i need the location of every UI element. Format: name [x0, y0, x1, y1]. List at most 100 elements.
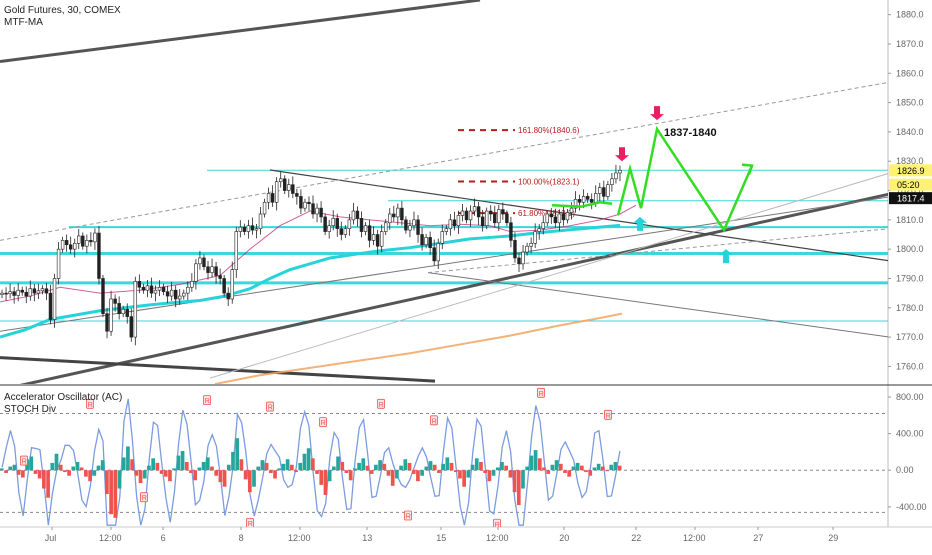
up-arrow-icon — [633, 216, 647, 231]
candle-body — [153, 289, 158, 294]
candle-body — [287, 184, 291, 191]
ac-bar — [126, 446, 130, 471]
ac-bar — [256, 466, 261, 471]
ac-bar — [12, 464, 17, 471]
stoch-div-marker — [319, 417, 327, 428]
ac-bar — [84, 470, 88, 477]
candle-body — [198, 257, 202, 265]
candle-body — [460, 210, 465, 216]
ac-bar — [466, 470, 471, 478]
candle-body — [614, 172, 618, 180]
stoch-div-marker — [86, 398, 94, 409]
ac-bar — [189, 470, 193, 473]
ac-bar — [67, 470, 71, 476]
stoch-div-marker — [430, 415, 438, 426]
ac-bar — [605, 470, 609, 472]
candle-body — [375, 234, 380, 247]
candle-body — [89, 240, 93, 243]
price-label-bg — [889, 164, 932, 177]
ac-bar — [306, 448, 311, 471]
candle-body — [173, 289, 178, 300]
fib-level-label: 161.80%(1840.6) — [518, 126, 580, 135]
ac-bar — [264, 462, 269, 471]
candle-body — [594, 193, 598, 203]
price-tick-label: 1810.0 — [896, 215, 924, 225]
ac-bar — [302, 453, 307, 471]
ac-bar — [311, 458, 315, 471]
ac-bar — [537, 458, 542, 471]
candle-body — [323, 216, 327, 232]
candle-body — [295, 193, 299, 197]
ac-indicator-label[interactable]: Accelerator Oscillator (AC) — [4, 392, 123, 403]
candle-body — [618, 170, 622, 174]
candle-body — [169, 289, 174, 297]
stoch-div-marker-label: R — [406, 514, 411, 521]
candle-body — [468, 210, 473, 221]
price-label: 1817.4 — [897, 194, 925, 204]
indicator-label[interactable]: MTF-MA — [4, 17, 43, 28]
stoch-div-marker — [604, 409, 612, 420]
candle-body — [307, 201, 311, 205]
candle-body — [68, 244, 73, 250]
ac-bar — [596, 463, 601, 471]
candle-body — [234, 231, 238, 270]
candle-body — [291, 184, 295, 194]
price-tick-label: 1850.0 — [896, 98, 924, 108]
candle-body — [577, 199, 582, 203]
candle-body — [218, 275, 222, 279]
stoch-div-marker-label: R — [606, 413, 611, 420]
ac-bar — [63, 470, 67, 473]
ac-bar — [449, 462, 454, 471]
candle-body — [16, 289, 20, 296]
ac-bar — [155, 462, 160, 471]
stoch-indicator-label[interactable]: STOCH Div — [4, 404, 57, 415]
ac-bar — [428, 461, 433, 471]
ac-bar — [432, 464, 437, 471]
ac-bar — [260, 460, 265, 471]
main-pane: 161.80%(1840.6) 100.00%(1823.1) 61.80%(181… — [0, 0, 888, 384]
trendline-top-left — [0, 0, 481, 64]
ac-bar — [361, 458, 366, 471]
ac-bar — [378, 460, 382, 471]
candle-body — [484, 210, 489, 227]
ac-bar — [134, 470, 139, 476]
ac-bar — [336, 456, 340, 471]
price-tick-label: 1800.0 — [896, 244, 924, 254]
ac-bar — [390, 470, 395, 486]
candle-body — [355, 210, 360, 219]
ac-bar — [4, 470, 8, 473]
down-arrow-icon — [615, 147, 629, 162]
candle-body — [278, 178, 283, 183]
candle-body — [327, 225, 331, 232]
osc-tick-label: 800.00 — [896, 392, 924, 402]
ac-bar — [332, 466, 336, 471]
price-label-bg — [889, 192, 932, 205]
symbol-title[interactable]: Gold Futures, 30, COMEX — [4, 5, 121, 16]
ac-bar — [542, 467, 546, 471]
ac-bar — [420, 470, 424, 476]
stoch-div-marker-label: R — [248, 521, 253, 528]
ac-bar — [121, 457, 126, 471]
ac-bar — [294, 470, 298, 473]
candle-body — [452, 219, 457, 227]
ac-bar — [474, 458, 479, 471]
candle-body — [424, 237, 428, 246]
ac-bar — [495, 467, 500, 471]
candle-body — [210, 266, 214, 273]
candle-body — [56, 248, 61, 279]
candle-body — [545, 213, 549, 224]
time-tick-label: 8 — [239, 533, 244, 543]
ac-bar — [147, 465, 151, 471]
candle-body — [392, 213, 396, 218]
time-tick-label: 27 — [753, 533, 763, 543]
candle-body — [610, 178, 614, 185]
trendline-bottom-left — [0, 356, 436, 383]
ac-bar — [592, 467, 597, 471]
ac-bar — [323, 470, 328, 495]
ac-bar — [546, 470, 551, 474]
candle-body — [400, 207, 404, 221]
price-tick-label: 1860.0 — [896, 68, 924, 78]
candle-body — [206, 266, 210, 273]
candle-body — [420, 234, 424, 246]
